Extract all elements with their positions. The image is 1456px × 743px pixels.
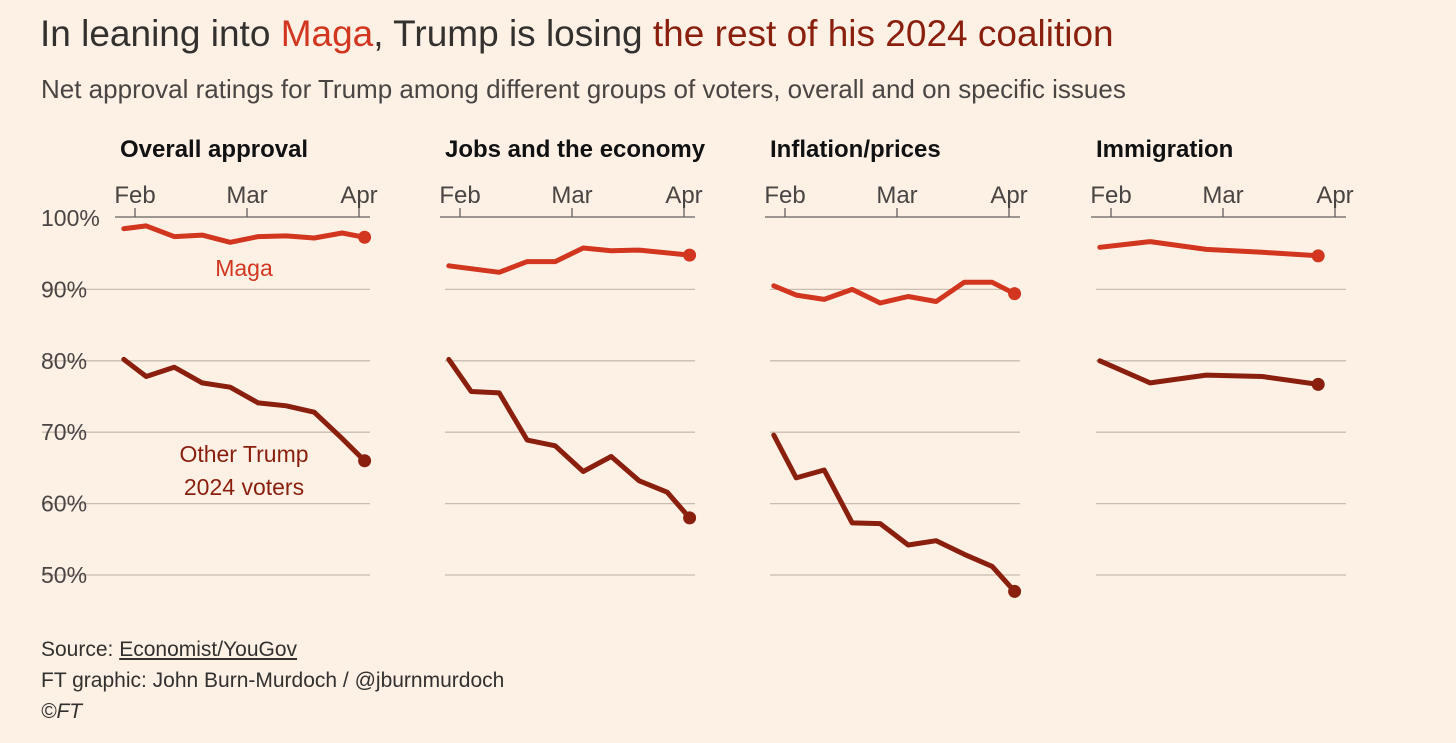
title-middle: , Trump is losing — [373, 13, 653, 54]
panel-title: Immigration — [1096, 136, 1233, 163]
series-line-other — [446, 356, 693, 521]
series-label-other: Other Trump — [179, 441, 308, 467]
y-tick-label: 70% — [41, 419, 87, 445]
series-end-dot-maga — [1311, 249, 1325, 263]
x-tick-label: Apr — [1316, 182, 1353, 209]
y-tick-label: 80% — [41, 348, 87, 374]
series-line-maga — [121, 223, 368, 245]
chart-title: In leaning into Maga, Trump is losing th… — [40, 12, 1114, 56]
graphic-credit: FT graphic: John Burn-Murdoch / @jburnmu… — [41, 669, 505, 692]
panel-3: Inflation/prices Feb Mar Apr — [764, 136, 1028, 598]
series-line-other — [1097, 358, 1321, 387]
source-link[interactable]: Economist/YouGov — [119, 638, 298, 661]
y-tick-label: 90% — [41, 276, 87, 302]
x-tick-label: Mar — [226, 182, 267, 209]
series-line-maga — [771, 279, 1018, 306]
x-tick-label: Apr — [990, 182, 1027, 209]
series-line-maga — [1097, 239, 1321, 259]
y-tick-label: 50% — [41, 562, 87, 588]
panel-title: Overall approval — [120, 136, 308, 163]
series-end-dot-maga — [683, 248, 697, 262]
panel-title: Jobs and the economy — [445, 136, 706, 163]
panel-1: Overall approval Feb Mar Apr 100% 90% 80% 70% 60… — [41, 136, 378, 588]
series-end-dot-other — [683, 511, 697, 525]
series-end-dot-maga — [1008, 287, 1022, 301]
panel-4: Immigration Feb Mar Apr — [1090, 136, 1354, 576]
series-label-other: 2024 voters — [184, 474, 304, 500]
copyright: ©FT — [41, 700, 83, 723]
series-end-dot-maga — [358, 230, 372, 244]
title-maga-highlight: Maga — [280, 13, 374, 54]
title-prefix: In leaning into — [40, 13, 281, 54]
source-line: Source: Economist/YouGov — [41, 634, 504, 665]
x-tick-label: Feb — [439, 182, 480, 209]
series-end-dot-other — [358, 454, 372, 468]
series-line-other — [771, 432, 1018, 594]
series-label-maga: Maga — [215, 255, 273, 281]
series-line-maga — [446, 245, 693, 275]
small-multiples-chart: Overall approval Feb Mar Apr 100% 90% 80% 70% 60… — [41, 136, 1354, 598]
series-end-dot-other — [1311, 377, 1325, 391]
y-tick-label: 100% — [41, 205, 100, 231]
x-tick-label: Mar — [551, 182, 592, 209]
panel-title: Inflation/prices — [770, 136, 941, 163]
chart-subtitle: Net approval ratings for Trump among dif… — [41, 74, 1126, 104]
y-tick-label: 60% — [41, 491, 87, 517]
x-tick-label: Apr — [340, 182, 377, 209]
x-tick-label: Mar — [1202, 182, 1243, 209]
series-end-dot-other — [1008, 584, 1022, 598]
title-rest-highlight: the rest of his 2024 coalition — [652, 13, 1114, 54]
x-tick-label: Feb — [114, 182, 155, 209]
x-tick-label: Feb — [764, 182, 805, 209]
x-tick-label: Feb — [1090, 182, 1131, 209]
chart-footer: Source: Economist/YouGov FT graphic: Joh… — [41, 634, 504, 727]
x-tick-label: Mar — [876, 182, 917, 209]
source-label: Source: — [41, 638, 120, 661]
panel-2: Jobs and the economy Feb Mar Apr — [439, 136, 706, 576]
series-line-other — [121, 356, 368, 464]
x-tick-label: Apr — [665, 182, 702, 209]
